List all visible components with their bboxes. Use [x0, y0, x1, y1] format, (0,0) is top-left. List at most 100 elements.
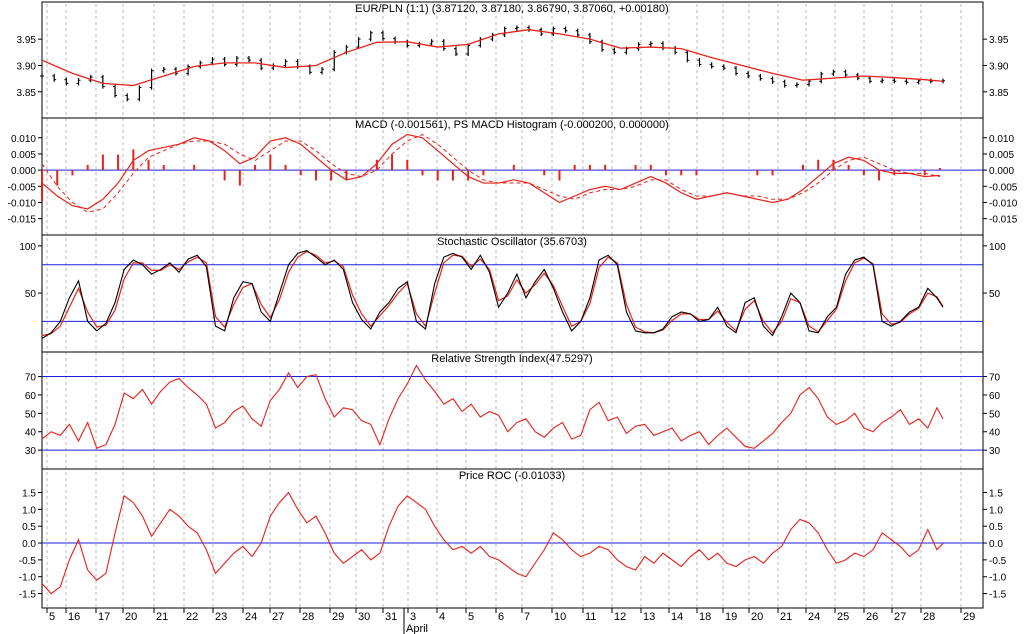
y-tick-label-left: -1.0: [19, 573, 37, 584]
x-tick-label: 26: [866, 611, 878, 623]
panel-frame: [41, 468, 984, 609]
panel-title: Price ROC (-0.01033): [459, 470, 565, 482]
x-tick-label: 10: [554, 611, 566, 623]
y-tick-label-left: 3.90: [17, 61, 37, 72]
x-tick-label: 14: [671, 611, 683, 623]
y-tick-label-right: -0.010: [989, 198, 1018, 209]
panel-roc: 1.5 1.5 1.0 1.0 0.5 0.5 0.0 0.0 -0.5 -0.5 -1.0 -1.0…: [19, 468, 1007, 609]
y-tick-label-left: 1.5: [22, 488, 36, 499]
x-month-label: April: [406, 623, 428, 634]
series-signal: [41, 133, 941, 213]
x-tick-label: 28: [302, 611, 314, 623]
x-tick-label: 24: [808, 611, 820, 623]
y-tick-label-left: 0.005: [11, 150, 36, 161]
y-tick-label-right: -0.5: [989, 556, 1007, 567]
y-tick-label-left: 3.85: [17, 88, 37, 99]
panel-title: EUR/PLN (1:1) (3.87120, 3.87180, 3.86790…: [355, 3, 668, 15]
y-tick-label-right: 30: [989, 446, 1001, 457]
y-tick-label-right: 1.5: [989, 488, 1003, 499]
y-tick-label-left: 60: [25, 391, 37, 402]
y-tick-label-right: 1.0: [989, 505, 1003, 516]
y-tick-label-right: 3.90: [989, 61, 1009, 72]
x-tick-label: 5: [468, 611, 474, 623]
panel-title: Stochastic Oscillator (35.6703): [437, 236, 587, 248]
x-tick-label: 31: [385, 611, 397, 623]
x-tick-label: 20: [751, 611, 763, 623]
series-moving-average: [41, 29, 944, 87]
y-tick-label-left: 30: [25, 446, 37, 457]
y-tick-label-left: -0.5: [19, 556, 37, 567]
x-tick-label: 21: [780, 611, 792, 623]
x-tick-label: 23: [215, 611, 227, 623]
panel-frame: [41, 351, 984, 470]
y-tick-label-right: 100: [989, 242, 1006, 253]
x-tick-label: 12: [614, 611, 626, 623]
x-tick-label: 27: [894, 611, 906, 623]
series-macd: [41, 133, 941, 210]
x-tick-label: 3: [410, 611, 416, 623]
y-tick-label-left: -0.015: [8, 215, 37, 226]
panel-title: MACD (-0.001561), PS MACD Histogram (-0.…: [355, 119, 669, 131]
y-tick-label-right: -1.0: [989, 573, 1007, 584]
x-tick-label: 20: [125, 611, 137, 623]
y-tick-label-right: 0.010: [989, 134, 1014, 145]
y-tick-label-left: 3.95: [17, 35, 37, 46]
x-tick-label: 16: [68, 611, 80, 623]
x-tick-label: 22: [186, 611, 198, 623]
series-rsi: [41, 364, 944, 450]
x-tick-label: 21: [156, 611, 168, 623]
x-tick-label: 4: [439, 611, 445, 623]
series-roc: [41, 491, 944, 595]
x-tick-label: 7: [524, 611, 530, 623]
y-tick-label-right: 0.5: [989, 522, 1003, 533]
x-tick-label: 28: [923, 611, 935, 623]
y-tick-label-right: 60: [989, 391, 1001, 402]
y-tick-label-left: 0.0: [22, 539, 36, 550]
series-percent-d: [41, 250, 944, 337]
panel-macd: 0.010 0.010 0.005 0.005 0.000 0.000 -0.005 -0.0…: [8, 117, 1018, 236]
chart-panels: 3.95 3.95 3.90 3.90 3.85 3.85 EUR/PLN (1:1) (3…: [8, 1, 1018, 609]
y-tick-label-right: 40: [989, 428, 1001, 439]
panel-price: 3.95 3.95 3.90 3.90 3.85 3.85 EUR/PLN (1:1) (3…: [17, 1, 1009, 119]
y-tick-label-left: 40: [25, 428, 37, 439]
y-tick-label-right: 0.005: [989, 150, 1014, 161]
x-tick-label: 30: [358, 611, 370, 623]
panel-stoch: 100 100 50 50 Stochastic Oscillator (35.6703…: [19, 234, 1006, 353]
y-tick-label-left: 50: [25, 289, 37, 300]
y-tick-label-right: 70: [989, 373, 1001, 384]
y-tick-label-right: 3.85: [989, 88, 1009, 99]
panel-frame: [41, 117, 984, 236]
x-tick-label: 24: [245, 611, 257, 623]
y-tick-label-right: 3.95: [989, 35, 1009, 46]
x-tick-label: 5: [49, 611, 55, 623]
panel-rsi: 70 70 60 60 50 50 40 40 30 30 Relative Strength In…: [25, 351, 1001, 470]
x-tick-label: 29: [332, 611, 344, 623]
y-tick-label-right: -0.005: [989, 182, 1018, 193]
y-tick-label-right: 50: [989, 289, 1001, 300]
x-tick-label: 18: [699, 611, 711, 623]
y-tick-label-left: 100: [19, 242, 36, 253]
y-tick-label-left: 0.000: [11, 166, 36, 177]
vertical-gridlines: [46, 4, 962, 608]
panel-frame: [41, 1, 984, 119]
x-tick-label: 29: [963, 611, 975, 623]
x-tick-label: 25: [837, 611, 849, 623]
x-axis: 5 16 17 20 21 22 23 24 27 28 29 30 31 3 4 5 6 7 10 11 12 13 14…: [46, 608, 975, 634]
y-tick-label-right: -0.015: [989, 215, 1018, 226]
y-tick-label-left: -0.005: [8, 182, 37, 193]
x-tick-label: 17: [98, 611, 110, 623]
y-tick-label-left: -0.010: [8, 198, 37, 209]
y-tick-label-right: 0.000: [989, 166, 1014, 177]
series-percent-k: [41, 249, 944, 339]
y-tick-label-left: 70: [25, 373, 37, 384]
x-tick-label: 6: [498, 611, 504, 623]
y-tick-label-right: -1.5: [989, 590, 1007, 601]
y-tick-label-left: 0.5: [22, 522, 36, 533]
x-tick-label: 11: [585, 611, 596, 623]
panel-title: Relative Strength Index(47.5297): [431, 353, 592, 365]
x-tick-label: 13: [643, 611, 655, 623]
y-tick-label-left: 0.010: [11, 134, 36, 145]
x-tick-label: 19: [725, 611, 737, 623]
x-tick-label: 27: [272, 611, 284, 623]
